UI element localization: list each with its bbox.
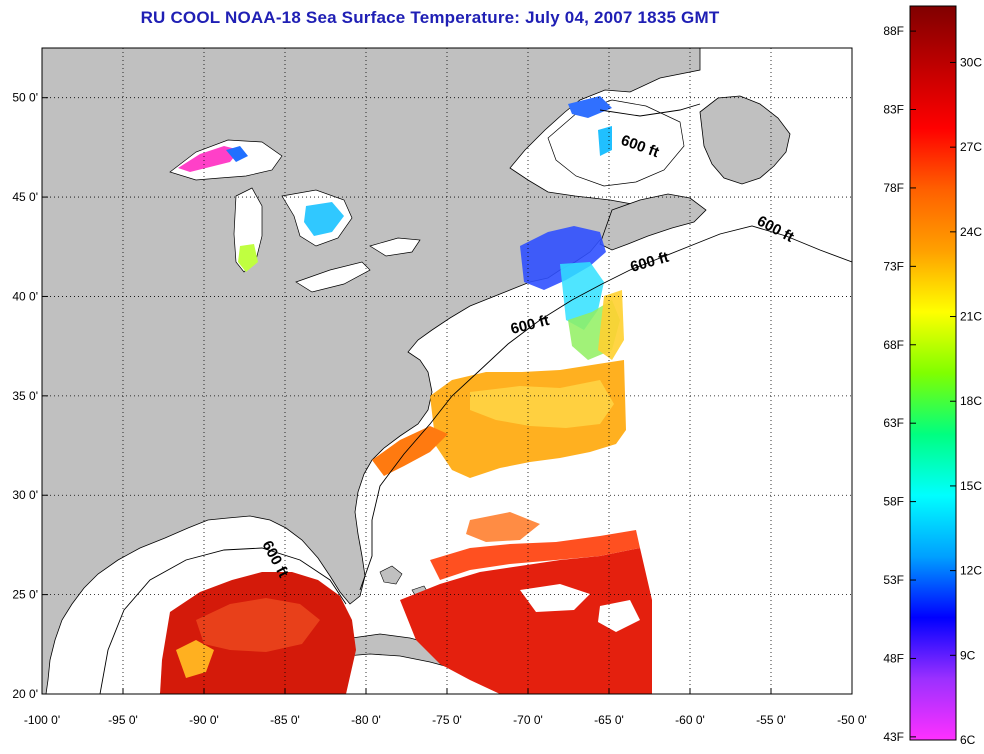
lon-tick-label: -90 0' xyxy=(189,713,219,727)
lat-tick-label: 20 0' xyxy=(12,687,38,701)
land-maritimes xyxy=(599,193,707,251)
lon-tick-label: -50 0' xyxy=(837,713,867,727)
sst-gulf-of-maine xyxy=(520,226,606,290)
lat-tick-label: 40 0' xyxy=(12,289,38,303)
lat-tick-label: 35 0' xyxy=(12,389,38,403)
lon-tick-label: -55 0' xyxy=(756,713,786,727)
lon-tick-label: -60 0' xyxy=(675,713,705,727)
gulf-st-lawrence xyxy=(547,99,685,187)
lon-tick-label: -65 0' xyxy=(594,713,624,727)
sst-caribbean xyxy=(400,548,652,694)
lat-tick-label: 25 0' xyxy=(12,588,38,602)
lon-tick-label: -70 0' xyxy=(513,713,543,727)
lat-tick-label: 50 0' xyxy=(12,91,38,105)
land-newfoundland xyxy=(699,95,791,185)
lon-tick-label: -85 0' xyxy=(270,713,300,727)
land-north-america xyxy=(42,48,701,694)
great-lakes xyxy=(169,139,421,293)
lon-tick-label: -95 0' xyxy=(108,713,138,727)
lon-tick-label: -100 0' xyxy=(24,713,60,727)
lon-tick-label: -75 0' xyxy=(432,713,462,727)
map-axis-labels: -100 0' -95 0' -90 0' -85 0' -80 0' -75 0' -70… xyxy=(12,91,866,727)
lat-tick-label: 30 0' xyxy=(12,488,38,502)
lat-lon-grid xyxy=(42,48,852,694)
map-title: RU COOL NOAA-18 Sea Surface Temperature:… xyxy=(140,8,720,27)
isobath-600ft-line xyxy=(99,103,852,694)
lat-tick-label: 45 0' xyxy=(12,190,38,204)
lon-tick-label: -80 0' xyxy=(351,713,381,727)
